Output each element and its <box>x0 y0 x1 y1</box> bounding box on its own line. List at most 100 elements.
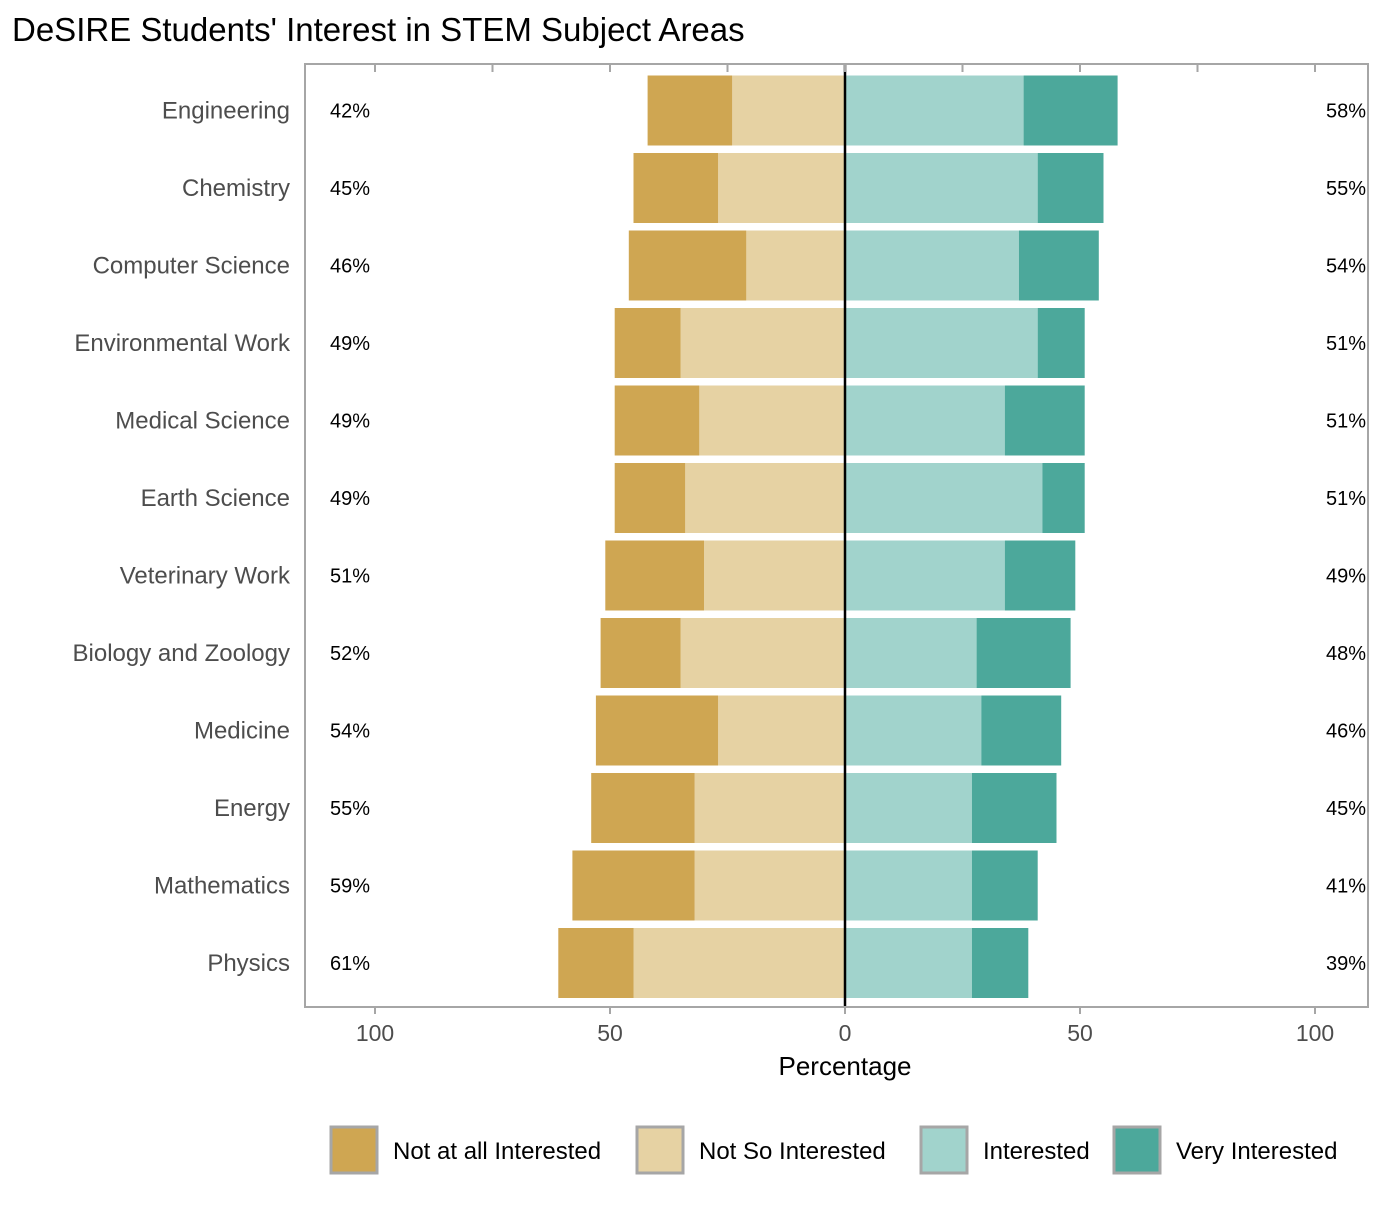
legend-swatch <box>329 1125 379 1175</box>
bar-segment <box>845 540 1005 611</box>
category-label: Biology and Zoology <box>73 640 290 667</box>
x-tick-label: 50 <box>1067 1020 1093 1046</box>
left-percent-label: 52% <box>330 643 370 665</box>
bar-segment <box>614 385 700 456</box>
left-percent-label: 49% <box>330 411 370 433</box>
bar-segment <box>600 618 681 688</box>
legend: Not at all Interested Not So Interested In… <box>329 1125 1337 1175</box>
bar-segment <box>1004 540 1076 611</box>
bar-segment <box>614 463 686 533</box>
left-percent-label: 54% <box>330 721 370 743</box>
bar-segment <box>633 153 719 223</box>
legend-swatch <box>919 1125 969 1175</box>
bar-segment <box>718 153 845 223</box>
legend-label: Interested <box>983 1138 1090 1165</box>
bar-segment <box>845 385 1005 456</box>
left-percent-label: 61% <box>330 953 370 975</box>
bar-segment <box>845 308 1038 378</box>
bar-segment <box>647 75 733 146</box>
bar-segment <box>704 540 845 611</box>
bar-segment <box>1037 153 1104 223</box>
bar-segment <box>685 463 845 533</box>
bar-segment <box>845 153 1038 223</box>
right-percent-label: 49% <box>1326 566 1366 588</box>
left-percent-label: 42% <box>330 101 370 123</box>
bar-segment <box>591 773 695 843</box>
bar-segment <box>718 695 845 766</box>
category-label: Earth Science <box>141 485 290 512</box>
bar-segment <box>1018 230 1099 301</box>
chart-title: DeSIRE Students' Interest in STEM Subjec… <box>12 11 745 48</box>
bar-segment <box>845 463 1043 533</box>
right-percent-label: 54% <box>1326 256 1366 278</box>
left-percent-label: 49% <box>330 488 370 510</box>
legend-label: Not at all Interested <box>393 1138 601 1165</box>
bar-segment <box>595 695 719 766</box>
category-label: Veterinary Work <box>120 563 291 590</box>
bars-layer <box>558 75 1118 998</box>
left-percent-label: 49% <box>330 333 370 355</box>
bar-segment <box>699 385 845 456</box>
right-percent-label: 51% <box>1326 488 1366 510</box>
bar-segment <box>845 695 982 766</box>
left-percent-label: 46% <box>330 256 370 278</box>
legend-swatch <box>1112 1125 1162 1175</box>
bar-segment <box>628 230 747 301</box>
left-percent-label: 45% <box>330 178 370 200</box>
x-axis-title: Percentage <box>779 1051 912 1081</box>
bar-segment <box>981 695 1062 766</box>
bar-segment <box>845 850 972 921</box>
category-label: Medicine <box>194 718 290 745</box>
left-percent-label: 51% <box>330 566 370 588</box>
bar-segment <box>680 618 845 688</box>
bar-segment <box>633 928 845 998</box>
category-label: Engineering <box>162 98 290 125</box>
legend-label: Not So Interested <box>699 1138 886 1165</box>
x-tick-label: 0 <box>839 1020 852 1046</box>
left-percent-label: 59% <box>330 876 370 898</box>
bar-segment <box>614 308 681 378</box>
right-percent-label: 45% <box>1326 798 1366 820</box>
x-axis: 100 50 0 50 100 <box>356 64 1334 1046</box>
bar-segment <box>845 230 1019 301</box>
category-label: Computer Science <box>93 253 290 280</box>
x-tick-label: 100 <box>356 1020 394 1046</box>
right-percent-label: 51% <box>1326 333 1366 355</box>
left-percent-label: 55% <box>330 798 370 820</box>
right-percent-label: 51% <box>1326 411 1366 433</box>
bar-segment <box>845 928 972 998</box>
x-tick-label: 50 <box>597 1020 623 1046</box>
right-percent-label: 39% <box>1326 953 1366 975</box>
bar-segment <box>694 850 845 921</box>
right-percent-label: 55% <box>1326 178 1366 200</box>
category-label: Environmental Work <box>74 330 291 357</box>
x-tick-label: 100 <box>1296 1020 1334 1046</box>
bar-segment <box>605 540 704 611</box>
bar-segment <box>746 230 845 301</box>
right-percent-label: 58% <box>1326 101 1366 123</box>
bar-segment <box>971 773 1057 843</box>
bar-segment <box>1042 463 1085 533</box>
bar-segment <box>971 928 1029 998</box>
bar-segment <box>845 75 1024 146</box>
right-percent-label: 41% <box>1326 876 1366 898</box>
category-label: Physics <box>207 950 290 977</box>
labels-layer: Engineering 42% 58% Chemistry 45% 55% Computer… <box>73 98 1367 978</box>
right-percent-label: 48% <box>1326 643 1366 665</box>
category-label: Mathematics <box>154 873 290 900</box>
legend-label: Very Interested <box>1176 1138 1337 1165</box>
category-label: Chemistry <box>182 175 290 202</box>
bar-segment <box>1004 385 1085 456</box>
bar-segment <box>971 850 1038 921</box>
right-percent-label: 46% <box>1326 721 1366 743</box>
bar-segment <box>976 618 1071 688</box>
bar-segment <box>845 618 977 688</box>
bar-segment <box>1037 308 1085 378</box>
bar-segment <box>845 773 972 843</box>
bar-segment <box>558 928 634 998</box>
category-label: Medical Science <box>115 408 290 435</box>
bar-segment <box>680 308 845 378</box>
bar-segment <box>1023 75 1118 146</box>
